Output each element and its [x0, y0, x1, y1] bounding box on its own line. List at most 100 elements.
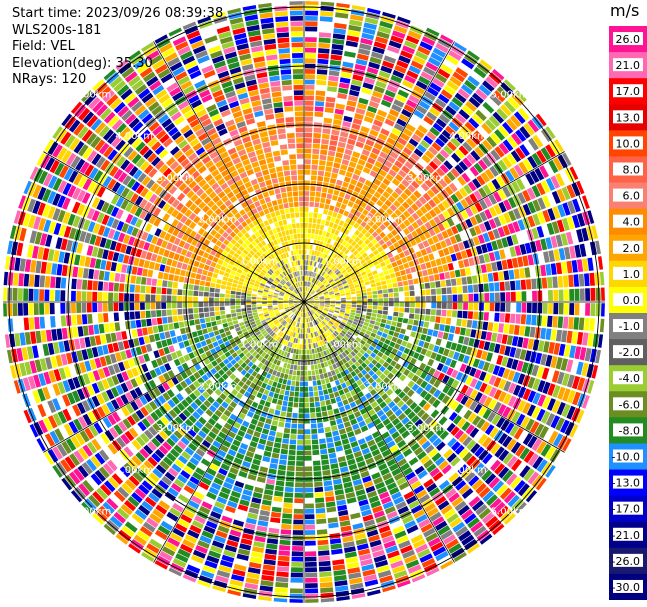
signal-gate: [347, 331, 353, 336]
noise-gate: [512, 221, 521, 233]
noise-gate: [493, 389, 502, 400]
noise-gate: [547, 315, 553, 327]
noise-gate: [522, 203, 532, 216]
signal-gate: [327, 322, 333, 327]
signal-gate: [362, 302, 368, 306]
noise-gate: [13, 272, 19, 286]
noise-gate: [531, 278, 537, 290]
signal-gate: [351, 323, 357, 328]
noise-gate: [423, 66, 436, 77]
signal-gate: [371, 366, 379, 373]
signal-gate: [435, 426, 446, 437]
signal-gate: [330, 398, 337, 404]
signal-gate: [155, 302, 161, 310]
signal-gate: [394, 453, 405, 463]
noise-gate: [139, 67, 153, 78]
noise-gate: [234, 82, 246, 90]
noise-gate: [520, 416, 531, 429]
signal-gate: [339, 311, 345, 315]
noise-gate: [430, 52, 444, 63]
noise-gate: [293, 514, 304, 520]
noise-gate: [482, 490, 495, 503]
signal-gate: [198, 307, 204, 313]
noise-gate: [115, 469, 127, 482]
signal-gate: [293, 365, 298, 370]
noise-gate: [172, 527, 185, 538]
signal-gate: [198, 291, 204, 297]
noise-gate: [451, 441, 461, 452]
noise-gate: [221, 515, 233, 524]
signal-gate: [398, 333, 405, 340]
signal-gate: [420, 371, 428, 380]
noise-gate: [473, 293, 479, 302]
signal-gate: [314, 401, 321, 407]
noise-gate: [432, 546, 447, 557]
noise-gate: [487, 230, 496, 241]
signal-gate: [271, 420, 279, 426]
noise-gate: [204, 35, 218, 44]
signal-gate: [336, 355, 341, 362]
noise-gate: [121, 109, 133, 122]
noise-gate: [499, 281, 505, 291]
signal-gate: [329, 458, 338, 464]
noise-gate: [84, 93, 97, 106]
signal-gate: [214, 306, 220, 311]
noise-gate: [141, 500, 154, 512]
noise-gate: [98, 505, 112, 518]
noise-gate: [470, 521, 484, 533]
signal-gate: [308, 304, 313, 308]
signal-gate: [388, 352, 396, 360]
noise-gate: [174, 115, 185, 126]
signal-gate: [335, 494, 345, 501]
noise-gate: [581, 227, 589, 242]
noise-gate: [467, 517, 480, 529]
noise-gate: [305, 21, 318, 27]
noise-gate: [291, 561, 303, 567]
noise-gate: [536, 441, 547, 454]
signal-gate: [448, 350, 455, 359]
noise-gate: [543, 251, 550, 263]
noise-gate: [492, 480, 505, 493]
noise-gate: [339, 77, 351, 84]
noise-gate: [493, 377, 502, 388]
noise-gate: [261, 22, 274, 30]
signal-gate: [340, 308, 346, 311]
noise-gate: [56, 443, 68, 457]
noise-gate: [100, 259, 107, 270]
noise-gate: [497, 366, 506, 378]
noise-gate: [134, 207, 143, 217]
noise-gate: [335, 12, 349, 19]
signal-gate: [141, 277, 147, 285]
noise-gate: [446, 452, 457, 463]
noise-gate: [463, 302, 468, 310]
noise-gate: [557, 386, 566, 400]
signal-gate: [318, 317, 323, 322]
noise-gate: [124, 311, 130, 321]
noise-gate: [136, 328, 143, 337]
noise-gate: [320, 11, 334, 17]
signal-gate: [257, 404, 264, 411]
signal-gate: [272, 298, 278, 301]
noise-gate: [516, 232, 524, 244]
signal-gate: [363, 380, 371, 388]
signal-gate: [427, 329, 434, 336]
signal-gate: [374, 355, 381, 362]
noise-gate: [482, 273, 489, 283]
noise-gate: [146, 517, 159, 528]
noise-gate: [404, 75, 417, 84]
noise-gate: [383, 55, 397, 64]
noise-gate: [90, 455, 102, 468]
noise-gate: [290, 577, 303, 583]
signal-gate: [430, 336, 437, 344]
signal-gate: [324, 377, 330, 384]
noise-gate: [290, 583, 303, 589]
signal-gate: [446, 377, 455, 387]
signal-gate: [351, 302, 357, 305]
signal-gate: [460, 345, 468, 354]
noise-gate: [591, 365, 599, 379]
signal-gate: [350, 351, 356, 357]
noise-gate: [250, 40, 263, 48]
noise-gate: [134, 488, 147, 499]
noise-gate: [120, 159, 131, 171]
noise-gate: [515, 90, 527, 103]
